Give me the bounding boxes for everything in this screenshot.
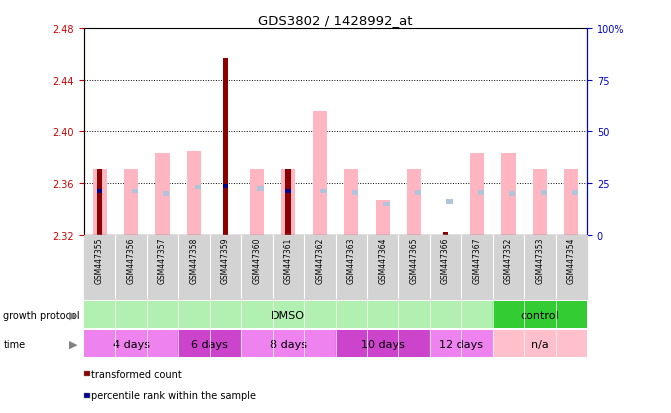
Text: ▶: ▶ — [68, 310, 77, 320]
Bar — [258, 187, 264, 191]
Bar — [156, 154, 170, 235]
Bar — [572, 190, 578, 195]
Text: GSM447356: GSM447356 — [127, 237, 136, 284]
Text: time: time — [3, 339, 25, 349]
Bar — [344, 170, 358, 235]
Text: 10 days: 10 days — [361, 339, 405, 349]
Bar — [415, 190, 421, 195]
Text: GSM447353: GSM447353 — [535, 237, 544, 284]
Bar — [97, 170, 103, 235]
Bar — [223, 59, 228, 235]
Bar — [132, 189, 138, 194]
Bar — [124, 170, 138, 235]
Text: 4 days: 4 days — [113, 339, 150, 349]
Bar — [281, 170, 295, 235]
Bar — [285, 189, 291, 194]
Bar — [564, 170, 578, 235]
Text: n/a: n/a — [531, 339, 549, 349]
Text: GSM447358: GSM447358 — [189, 237, 199, 284]
Text: GSM447361: GSM447361 — [284, 237, 293, 284]
Text: GSM447360: GSM447360 — [252, 237, 262, 284]
Text: GSM447363: GSM447363 — [347, 237, 356, 284]
Bar — [84, 330, 178, 357]
Text: percentile rank within the sample: percentile rank within the sample — [91, 390, 256, 400]
Bar — [313, 112, 327, 235]
Text: GSM447366: GSM447366 — [441, 237, 450, 284]
Bar — [533, 170, 547, 235]
Bar — [407, 170, 421, 235]
Text: GSM447364: GSM447364 — [378, 237, 387, 284]
Bar — [478, 190, 484, 195]
Bar — [84, 301, 493, 328]
Text: 12 days: 12 days — [440, 339, 483, 349]
Bar — [470, 154, 484, 235]
Bar — [383, 202, 390, 206]
Text: growth protocol: growth protocol — [3, 310, 80, 320]
Bar — [321, 189, 327, 194]
Bar — [430, 330, 493, 357]
Text: GDS3802 / 1428992_at: GDS3802 / 1428992_at — [258, 14, 413, 27]
Bar — [493, 330, 587, 357]
Bar — [223, 184, 228, 189]
Text: GSM447359: GSM447359 — [221, 237, 230, 284]
Text: 6 days: 6 days — [191, 339, 228, 349]
Bar — [93, 170, 107, 235]
Bar — [352, 190, 358, 195]
Bar — [493, 301, 587, 328]
Bar — [195, 185, 201, 190]
Text: GSM447352: GSM447352 — [504, 237, 513, 284]
Text: value, Detection Call = ABSENT: value, Detection Call = ABSENT — [91, 412, 246, 413]
Text: GSM447365: GSM447365 — [409, 237, 419, 284]
Bar — [446, 199, 452, 204]
Bar — [376, 201, 390, 235]
Text: DMSO: DMSO — [271, 310, 305, 320]
Bar — [250, 170, 264, 235]
Text: control: control — [521, 310, 559, 320]
Text: 8 days: 8 days — [270, 339, 307, 349]
Text: transformed count: transformed count — [91, 369, 182, 379]
Text: GSM447367: GSM447367 — [472, 237, 482, 284]
Bar — [187, 152, 201, 235]
Bar — [501, 154, 515, 235]
Bar — [509, 192, 515, 196]
Text: GSM447362: GSM447362 — [315, 237, 324, 284]
Bar — [163, 192, 169, 196]
Text: GSM447357: GSM447357 — [158, 237, 167, 284]
Bar — [443, 233, 448, 235]
Bar — [97, 189, 103, 194]
Text: ▶: ▶ — [68, 339, 77, 349]
Bar — [285, 170, 291, 235]
Bar — [178, 330, 241, 357]
Text: GSM447354: GSM447354 — [567, 237, 576, 284]
Bar — [541, 190, 547, 195]
Text: GSM447355: GSM447355 — [95, 237, 104, 284]
Bar — [241, 330, 336, 357]
Bar — [336, 330, 430, 357]
